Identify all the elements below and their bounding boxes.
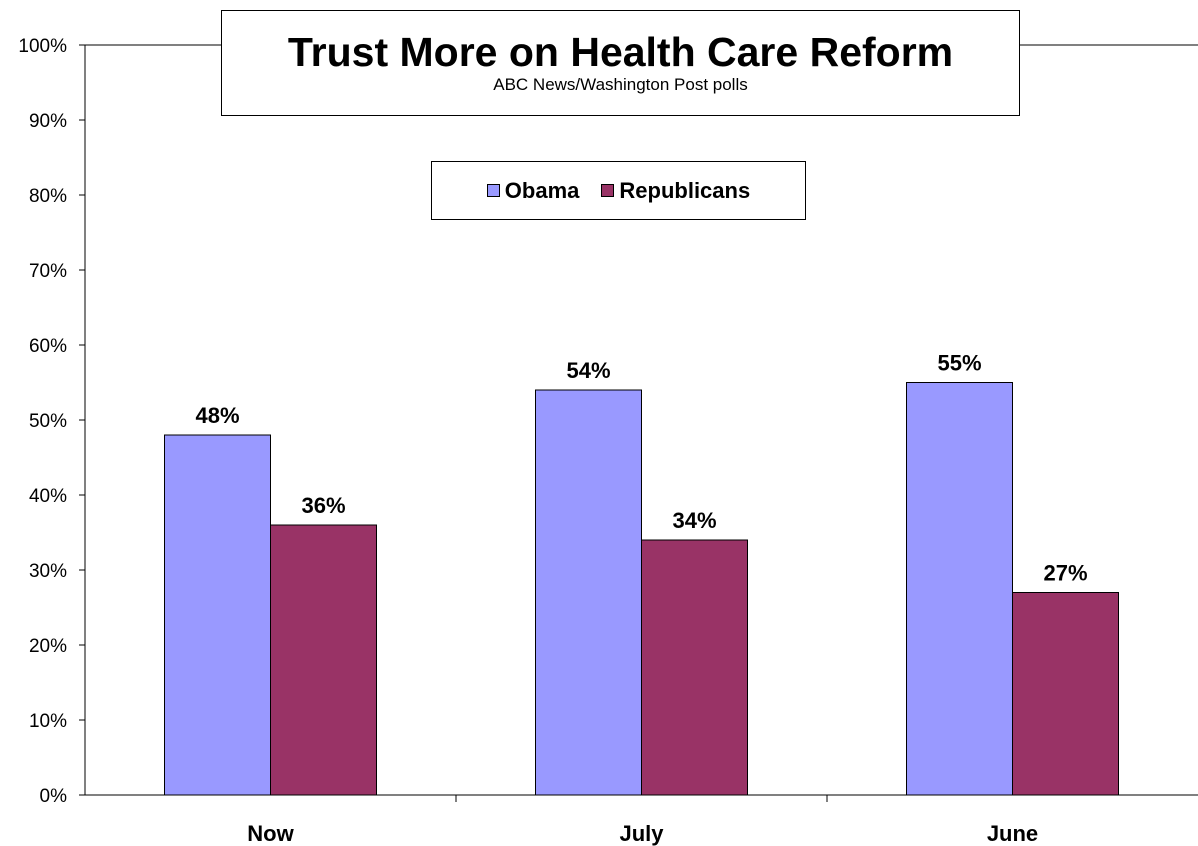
category-label-july: July <box>619 821 664 846</box>
category-labels: Now July June <box>247 795 1038 846</box>
y-tick-label: 80% <box>29 186 67 207</box>
chart-title: Trust More on Health Care Reform <box>287 29 954 75</box>
data-label-republicans-june: 27% <box>1043 561 1087 586</box>
y-tick-label: 20% <box>29 636 67 657</box>
legend-label-obama: Obama <box>504 177 580 203</box>
category-label-now: Now <box>247 821 294 846</box>
bars <box>164 382 1119 796</box>
data-label-republicans-july: 34% <box>672 508 716 533</box>
data-label-obama-july: 54% <box>566 358 610 383</box>
y-tick-label: 30% <box>29 561 67 582</box>
y-tick-label: 90% <box>29 111 67 132</box>
category-label-june: June <box>987 821 1038 846</box>
data-labels: 48% 36% 54% 34% 55% 27% <box>195 351 1087 586</box>
bar-republicans-now <box>270 524 377 796</box>
y-tick-label: 60% <box>29 336 67 357</box>
legend-swatch-republicans <box>601 184 615 197</box>
legend: Obama Republicans <box>431 161 806 220</box>
y-axis-ticks: 0% 10% 20% 30% 40% 50% 60% 70% 80% 90% 100% <box>18 36 85 807</box>
legend-label-republicans: Republicans <box>619 177 751 203</box>
y-tick-label: 0% <box>40 786 68 807</box>
y-tick-label: 10% <box>29 711 67 732</box>
bar-obama-july <box>535 389 642 796</box>
y-tick-label: 50% <box>29 411 67 432</box>
legend-swatch-obama <box>486 184 500 197</box>
data-label-obama-now: 48% <box>195 403 239 428</box>
bar-republicans-june <box>1012 592 1119 796</box>
chart-title-box: Trust More on Health Care Reform ABC New… <box>221 10 1020 116</box>
chart-subtitle: ABC News/Washington Post polls <box>493 75 748 94</box>
bar-republicans-july <box>641 539 748 796</box>
y-tick-label: 70% <box>29 261 67 282</box>
bar-obama-june <box>906 382 1013 796</box>
y-tick-label: 100% <box>18 36 67 57</box>
data-label-republicans-now: 36% <box>301 493 345 518</box>
data-label-obama-june: 55% <box>937 351 981 376</box>
legend-item-obama: Obama <box>486 177 580 204</box>
y-tick-label: 40% <box>29 486 67 507</box>
bar-obama-now <box>164 434 271 796</box>
legend-item-republicans: Republicans <box>601 178 750 204</box>
